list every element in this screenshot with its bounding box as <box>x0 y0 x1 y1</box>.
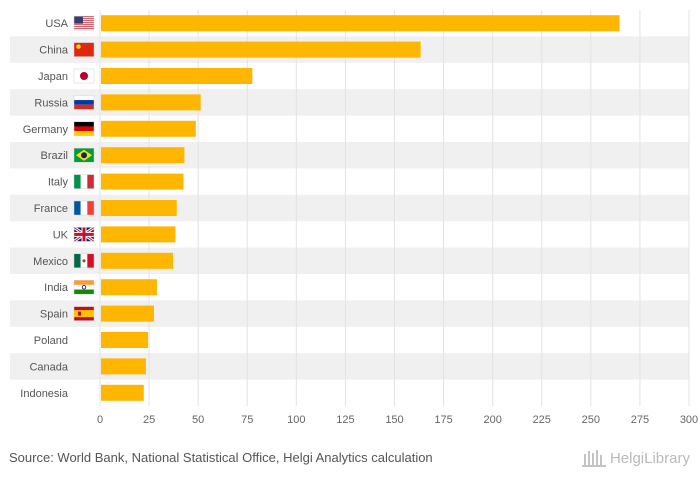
x-tick-label: 100 <box>287 414 305 426</box>
bar-japan <box>101 68 253 84</box>
bar-spain <box>101 305 154 322</box>
uk-flag-icon <box>73 226 95 243</box>
china-flag-icon <box>73 42 95 57</box>
bar-chart: 0 25 50 75 100 125 150 175 200 225 250 275 300 USA Chi… <box>10 10 698 426</box>
bar-italy <box>101 173 184 190</box>
bar-canada <box>101 358 146 375</box>
bar-germany <box>101 120 196 137</box>
category-label: Japan <box>38 71 68 83</box>
x-tick-label: 225 <box>533 414 551 426</box>
mexico-flag-icon <box>73 253 95 269</box>
bar-usa <box>101 15 620 32</box>
category-label: Russia <box>34 97 69 109</box>
bar-uk <box>101 226 176 243</box>
x-tick-label: 25 <box>143 414 155 426</box>
category-label: Mexico <box>33 256 68 268</box>
bar-france <box>101 200 177 216</box>
x-tick-label: 50 <box>192 414 204 426</box>
germany-flag-icon <box>73 121 95 137</box>
brand-name: HelgiLibrary <box>609 449 690 467</box>
india-flag-icon <box>73 279 95 295</box>
bar-china <box>101 41 421 58</box>
bar-brazil <box>101 147 185 164</box>
brazil-flag-icon <box>73 147 95 163</box>
source-note: Source: World Bank, National Statistical… <box>9 450 433 465</box>
category-label: Spain <box>40 309 68 321</box>
category-label: Italy <box>48 177 69 189</box>
library-icon <box>581 450 606 467</box>
usa-flag-icon <box>73 15 95 31</box>
category-label: Poland <box>34 335 68 347</box>
x-tick-label: 275 <box>631 414 649 426</box>
bar-india <box>101 279 157 296</box>
russia-flag-icon <box>73 95 95 110</box>
x-tick-label: 175 <box>434 414 452 426</box>
spain-flag-icon <box>73 306 95 321</box>
x-tick-label: 0 <box>97 414 103 426</box>
category-label: USA <box>45 18 68 30</box>
bar-indonesia <box>101 384 144 401</box>
x-tick-label: 300 <box>680 414 698 426</box>
helgi-library-logo: HelgiLibrary <box>581 448 690 468</box>
bar-russia <box>101 94 201 111</box>
italy-flag-icon <box>73 174 95 189</box>
category-label: China <box>39 45 69 57</box>
category-label: Canada <box>29 361 68 373</box>
japan-flag-icon <box>73 68 95 84</box>
category-label: India <box>44 282 69 294</box>
x-tick-label: 250 <box>582 414 600 426</box>
category-label: UK <box>53 229 69 241</box>
bar-poland <box>101 332 149 348</box>
x-tick-label: 200 <box>483 414 501 426</box>
x-tick-label: 125 <box>336 414 354 426</box>
category-label: Brazil <box>40 150 68 162</box>
category-label: Germany <box>23 124 69 136</box>
france-flag-icon <box>73 200 95 216</box>
bar-mexico <box>101 252 174 269</box>
category-label: Indonesia <box>20 388 69 400</box>
x-tick-label: 75 <box>241 414 253 426</box>
x-tick-label: 150 <box>385 414 403 426</box>
category-label: France <box>34 203 68 215</box>
